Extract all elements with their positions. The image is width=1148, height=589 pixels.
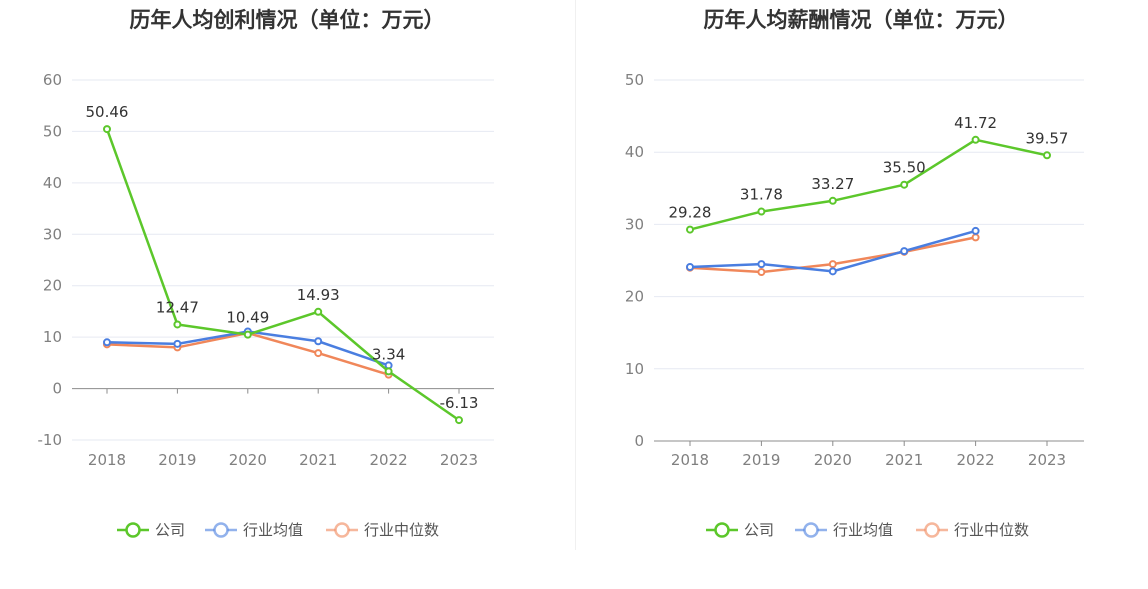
salary-line-chart: 0 10 20 30 40 50 2018 2019 2020 2021 2022 2023 29.28… — [625, 71, 1084, 539]
data-label: 50.46 — [86, 103, 129, 121]
y-tick-label: 10 — [43, 328, 62, 346]
legend-item: 行业中位数 — [326, 521, 439, 539]
data-point — [1043, 151, 1051, 160]
y-tick-label: 0 — [634, 432, 644, 450]
data-point — [686, 262, 694, 271]
data-label: 35.50 — [883, 159, 926, 177]
y-tick-label: 40 — [625, 143, 644, 161]
data-label: 10.49 — [226, 309, 269, 327]
x-tick-label: 2021 — [885, 451, 923, 469]
chart-panel-profit: 历年人均创利情况（单位：万元） -10 0 10 20 30 40 50 60 2018 2019… — [38, 8, 494, 539]
legend-label: 公司 — [744, 521, 774, 539]
data-point — [900, 247, 909, 256]
x-tick-label: 2022 — [957, 451, 995, 469]
data-label: 14.93 — [297, 286, 340, 304]
x-tick-label: 2023 — [1028, 451, 1066, 469]
data-point — [455, 416, 463, 425]
data-point — [828, 196, 837, 205]
y-tick-label: 40 — [43, 174, 62, 192]
data-point — [757, 268, 766, 277]
legend-label: 行业均值 — [243, 521, 303, 539]
legend-marker — [213, 522, 229, 538]
data-point — [971, 135, 980, 144]
legend-marker — [714, 522, 730, 538]
data-point — [686, 225, 694, 234]
legend-item: 公司 — [706, 521, 774, 539]
chart-title: 历年人均创利情况（单位：万元） — [129, 8, 445, 32]
chart-panel-salary: 历年人均薪酬情况（单位：万元） 0 10 20 30 40 50 2018 2019 2020 2… — [574, 0, 1148, 589]
data-label: -6.13 — [440, 394, 479, 412]
data-label: 39.57 — [1026, 129, 1069, 147]
data-point — [384, 367, 393, 376]
data-point — [314, 307, 323, 316]
y-tick-label: -10 — [38, 431, 63, 449]
data-point — [103, 338, 111, 347]
data-point — [103, 125, 111, 134]
series-line — [689, 138, 1048, 231]
panel-divider — [575, 0, 576, 550]
data-point — [757, 207, 766, 216]
x-tick-label: 2018 — [88, 451, 126, 469]
y-tick-label: 20 — [43, 277, 62, 295]
legend-label: 行业中位数 — [364, 521, 439, 539]
legend-item: 行业中位数 — [916, 521, 1029, 539]
data-point — [314, 349, 323, 358]
legend-marker — [924, 522, 940, 538]
legend-label: 公司 — [155, 521, 185, 539]
x-tick-label: 2022 — [370, 451, 408, 469]
data-point — [757, 260, 766, 269]
data-point — [243, 330, 252, 339]
data-label: 12.47 — [156, 298, 199, 316]
legend-item: 行业均值 — [795, 521, 893, 539]
y-tick-label: 50 — [43, 122, 62, 140]
legend-label: 行业中位数 — [954, 521, 1029, 539]
legend-marker — [334, 522, 350, 538]
chart-title: 历年人均薪酬情况（单位：万元） — [703, 8, 1019, 32]
y-tick-label: 60 — [43, 71, 62, 89]
y-tick-label: 0 — [52, 380, 62, 398]
x-tick-label: 2019 — [158, 451, 196, 469]
data-point — [900, 180, 909, 189]
data-point — [173, 320, 182, 329]
x-tick-label: 2018 — [671, 451, 709, 469]
x-tick-label: 2019 — [742, 451, 780, 469]
data-point — [971, 233, 980, 242]
legend-marker — [125, 522, 141, 538]
data-point — [971, 226, 980, 235]
data-point — [828, 260, 837, 269]
legend-marker — [803, 522, 819, 538]
data-label: 31.78 — [740, 186, 783, 204]
data-label: 3.34 — [372, 345, 405, 363]
data-point — [173, 339, 182, 348]
profit-line-chart: -10 0 10 20 30 40 50 60 2018 2019 2020 2021 2022 2023… — [38, 71, 494, 539]
series-line — [106, 331, 389, 376]
data-label: 33.27 — [811, 175, 854, 193]
data-label: 41.72 — [954, 114, 997, 132]
x-tick-label: 2020 — [814, 451, 852, 469]
x-tick-label: 2021 — [299, 451, 337, 469]
y-tick-label: 30 — [43, 225, 62, 243]
y-tick-label: 10 — [625, 360, 644, 378]
y-tick-label: 30 — [625, 215, 644, 233]
data-label: 29.28 — [669, 204, 712, 222]
legend-label: 行业均值 — [833, 521, 893, 539]
x-tick-label: 2020 — [229, 451, 267, 469]
y-tick-label: 20 — [625, 288, 644, 306]
series-line — [105, 128, 460, 422]
data-point — [314, 337, 323, 346]
x-tick-label: 2023 — [440, 451, 478, 469]
y-tick-label: 50 — [625, 71, 644, 89]
legend-item: 公司 — [117, 521, 185, 539]
data-point — [828, 267, 837, 276]
legend-item: 行业均值 — [205, 521, 303, 539]
